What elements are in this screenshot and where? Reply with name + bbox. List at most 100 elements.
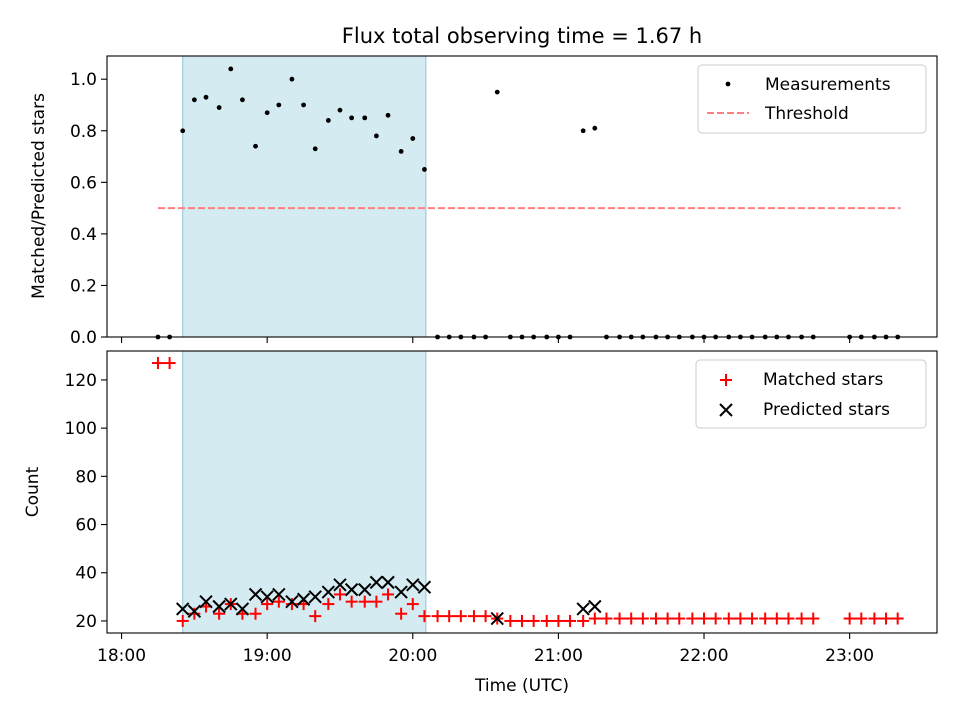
bottom-ytick-label: 100 bbox=[65, 419, 97, 439]
measurement-point bbox=[180, 128, 186, 134]
predicted-point bbox=[381, 575, 395, 590]
legend-predicted-label: Predicted stars bbox=[763, 400, 890, 420]
top-ytick-label: 0.4 bbox=[70, 225, 97, 245]
bottom-ytick-label: 20 bbox=[75, 612, 97, 632]
bottom-panel: 20 40 60 80 100 120 18:00 19:00 20:00 21:00 22:00… bbox=[23, 350, 938, 696]
predicted-point bbox=[248, 587, 263, 602]
measurement-point bbox=[240, 97, 245, 103]
predicted-point-b bbox=[576, 602, 590, 616]
matched-point bbox=[709, 612, 722, 625]
bottom-y-axis-label: Count bbox=[23, 466, 43, 517]
top-x-axis bbox=[121, 337, 851, 343]
predicted-point bbox=[576, 602, 590, 616]
measurement-point bbox=[592, 125, 598, 131]
matched-point bbox=[649, 612, 662, 625]
matched-point bbox=[406, 598, 419, 611]
matched-point bbox=[880, 612, 893, 625]
predicted-point-b bbox=[333, 578, 347, 592]
predicted-point-b bbox=[260, 590, 274, 604]
bottom-predicted-series bbox=[176, 575, 602, 626]
measurement-point bbox=[276, 102, 282, 108]
measurement-point bbox=[337, 107, 343, 113]
chart-title: Flux total observing time = 1.67 h bbox=[342, 24, 702, 48]
predicted-point-b bbox=[394, 585, 408, 599]
top-ytick-label: 0.8 bbox=[70, 122, 97, 142]
matched-point bbox=[163, 357, 176, 370]
bottom-observing-window bbox=[182, 350, 427, 634]
matched-point bbox=[261, 598, 274, 611]
matched-point bbox=[734, 612, 747, 625]
measurement-point bbox=[264, 110, 270, 116]
predicted-point bbox=[224, 597, 238, 611]
predicted-point-b bbox=[308, 590, 322, 604]
measurement-point bbox=[203, 94, 209, 100]
top-y-axis-label: Matched/Predicted stars bbox=[29, 93, 49, 299]
measurement-point bbox=[398, 148, 404, 154]
matched-point bbox=[504, 614, 517, 627]
predicted-point-b bbox=[248, 587, 263, 602]
predicted-point-b bbox=[321, 585, 336, 599]
top-legend-box bbox=[697, 64, 927, 134]
matched-point bbox=[782, 612, 795, 625]
measurement-point bbox=[228, 66, 234, 72]
measurement-point bbox=[385, 112, 391, 118]
bottom-ytick-label: 80 bbox=[75, 467, 97, 487]
predicted-point bbox=[333, 578, 347, 592]
predicted-point bbox=[369, 575, 384, 590]
matched-point bbox=[868, 612, 881, 625]
top-ytick-label: 0.2 bbox=[70, 276, 97, 296]
predicted-point bbox=[187, 604, 202, 619]
predicted-point bbox=[344, 582, 359, 597]
matched-point bbox=[807, 612, 820, 625]
predicted-point bbox=[296, 592, 311, 606]
bottom-y-axis: 20 40 60 80 100 120 bbox=[65, 371, 107, 632]
matched-point bbox=[418, 610, 431, 623]
bottom-legend-box bbox=[695, 359, 927, 429]
matched-point bbox=[722, 612, 735, 625]
matched-point bbox=[249, 607, 262, 620]
matched-point bbox=[564, 614, 577, 627]
bottom-legend: Matched stars Predicted stars bbox=[695, 359, 927, 429]
matched-point bbox=[770, 612, 783, 625]
predicted-point-b bbox=[381, 575, 395, 590]
predicted-point-b bbox=[235, 602, 250, 616]
matched-point bbox=[431, 610, 444, 623]
predicted-point-b bbox=[588, 599, 602, 614]
legend-threshold-label: Threshold bbox=[764, 104, 849, 124]
bottom-ytick-label: 40 bbox=[75, 564, 97, 584]
matched-point bbox=[759, 612, 772, 625]
matched-point bbox=[686, 612, 699, 625]
xtick-label: 21:00 bbox=[534, 646, 583, 666]
top-ytick-label: 1.0 bbox=[70, 70, 97, 90]
matched-point bbox=[151, 357, 164, 370]
matched-point bbox=[636, 612, 649, 625]
predicted-point-b bbox=[272, 587, 286, 602]
predicted-point-b bbox=[417, 580, 432, 594]
matched-point bbox=[213, 607, 226, 620]
measurement-point bbox=[494, 89, 500, 95]
matched-point bbox=[540, 614, 553, 627]
matched-point bbox=[795, 612, 808, 625]
measurement-point bbox=[349, 115, 355, 121]
bottom-ytick-label: 60 bbox=[75, 516, 97, 536]
matched-point bbox=[454, 610, 467, 623]
predicted-point bbox=[235, 602, 250, 616]
matched-point bbox=[443, 610, 456, 623]
top-axes-frame bbox=[106, 55, 938, 338]
predicted-point bbox=[417, 580, 432, 594]
matched-point bbox=[527, 614, 540, 627]
measurement-point bbox=[301, 102, 306, 108]
legend-measurements-marker bbox=[725, 81, 731, 87]
xtick-label: 20:00 bbox=[388, 646, 437, 666]
xtick-label: 22:00 bbox=[680, 646, 729, 666]
matched-point bbox=[395, 607, 408, 620]
predicted-point bbox=[260, 590, 274, 604]
predicted-point-b bbox=[358, 582, 372, 597]
predicted-point-b bbox=[369, 575, 384, 590]
top-observing-window bbox=[182, 55, 427, 338]
matched-point bbox=[188, 607, 201, 620]
xtick-label: 19:00 bbox=[243, 646, 292, 666]
x-axis-label: Time (UTC) bbox=[474, 676, 569, 696]
measurement-point bbox=[362, 115, 368, 121]
matched-point bbox=[272, 595, 285, 608]
